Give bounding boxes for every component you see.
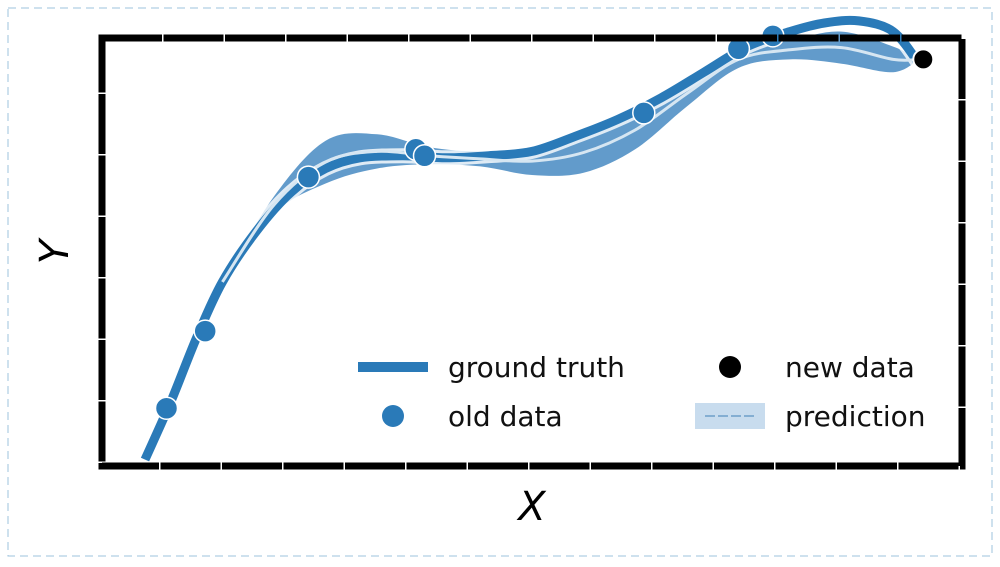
prediction-mean-line: [221, 45, 920, 283]
legend-swatch-old-data: [382, 405, 404, 427]
ground-truth-halo: [138, 12, 926, 463]
old-data-point: [412, 143, 437, 168]
legend-label: ground truth: [448, 351, 625, 384]
new-data-point: [912, 48, 935, 71]
legend-swatch-new-data: [719, 356, 741, 378]
legend-label: prediction: [785, 400, 925, 433]
old-data-point: [632, 101, 656, 125]
figure-border: [7, 7, 993, 557]
legend-item: new data: [719, 347, 919, 388]
old-data-point: [193, 319, 217, 343]
legend: ground truth new data old data prediction: [358, 347, 929, 437]
old-data-point: [154, 396, 179, 420]
legend-label: new data: [785, 351, 915, 384]
legend-item: ground truth: [358, 347, 629, 388]
ground-truth-line: [140, 15, 923, 462]
plot-area: [138, 12, 935, 463]
axes-frame: [98, 34, 966, 470]
legend-item: prediction: [695, 396, 929, 437]
old-data-point: [296, 165, 321, 189]
x-axis-label: X: [516, 484, 547, 530]
legend-item: old data: [382, 396, 567, 437]
y-axis-label: Y: [32, 236, 78, 264]
legend-label: old data: [448, 400, 563, 433]
